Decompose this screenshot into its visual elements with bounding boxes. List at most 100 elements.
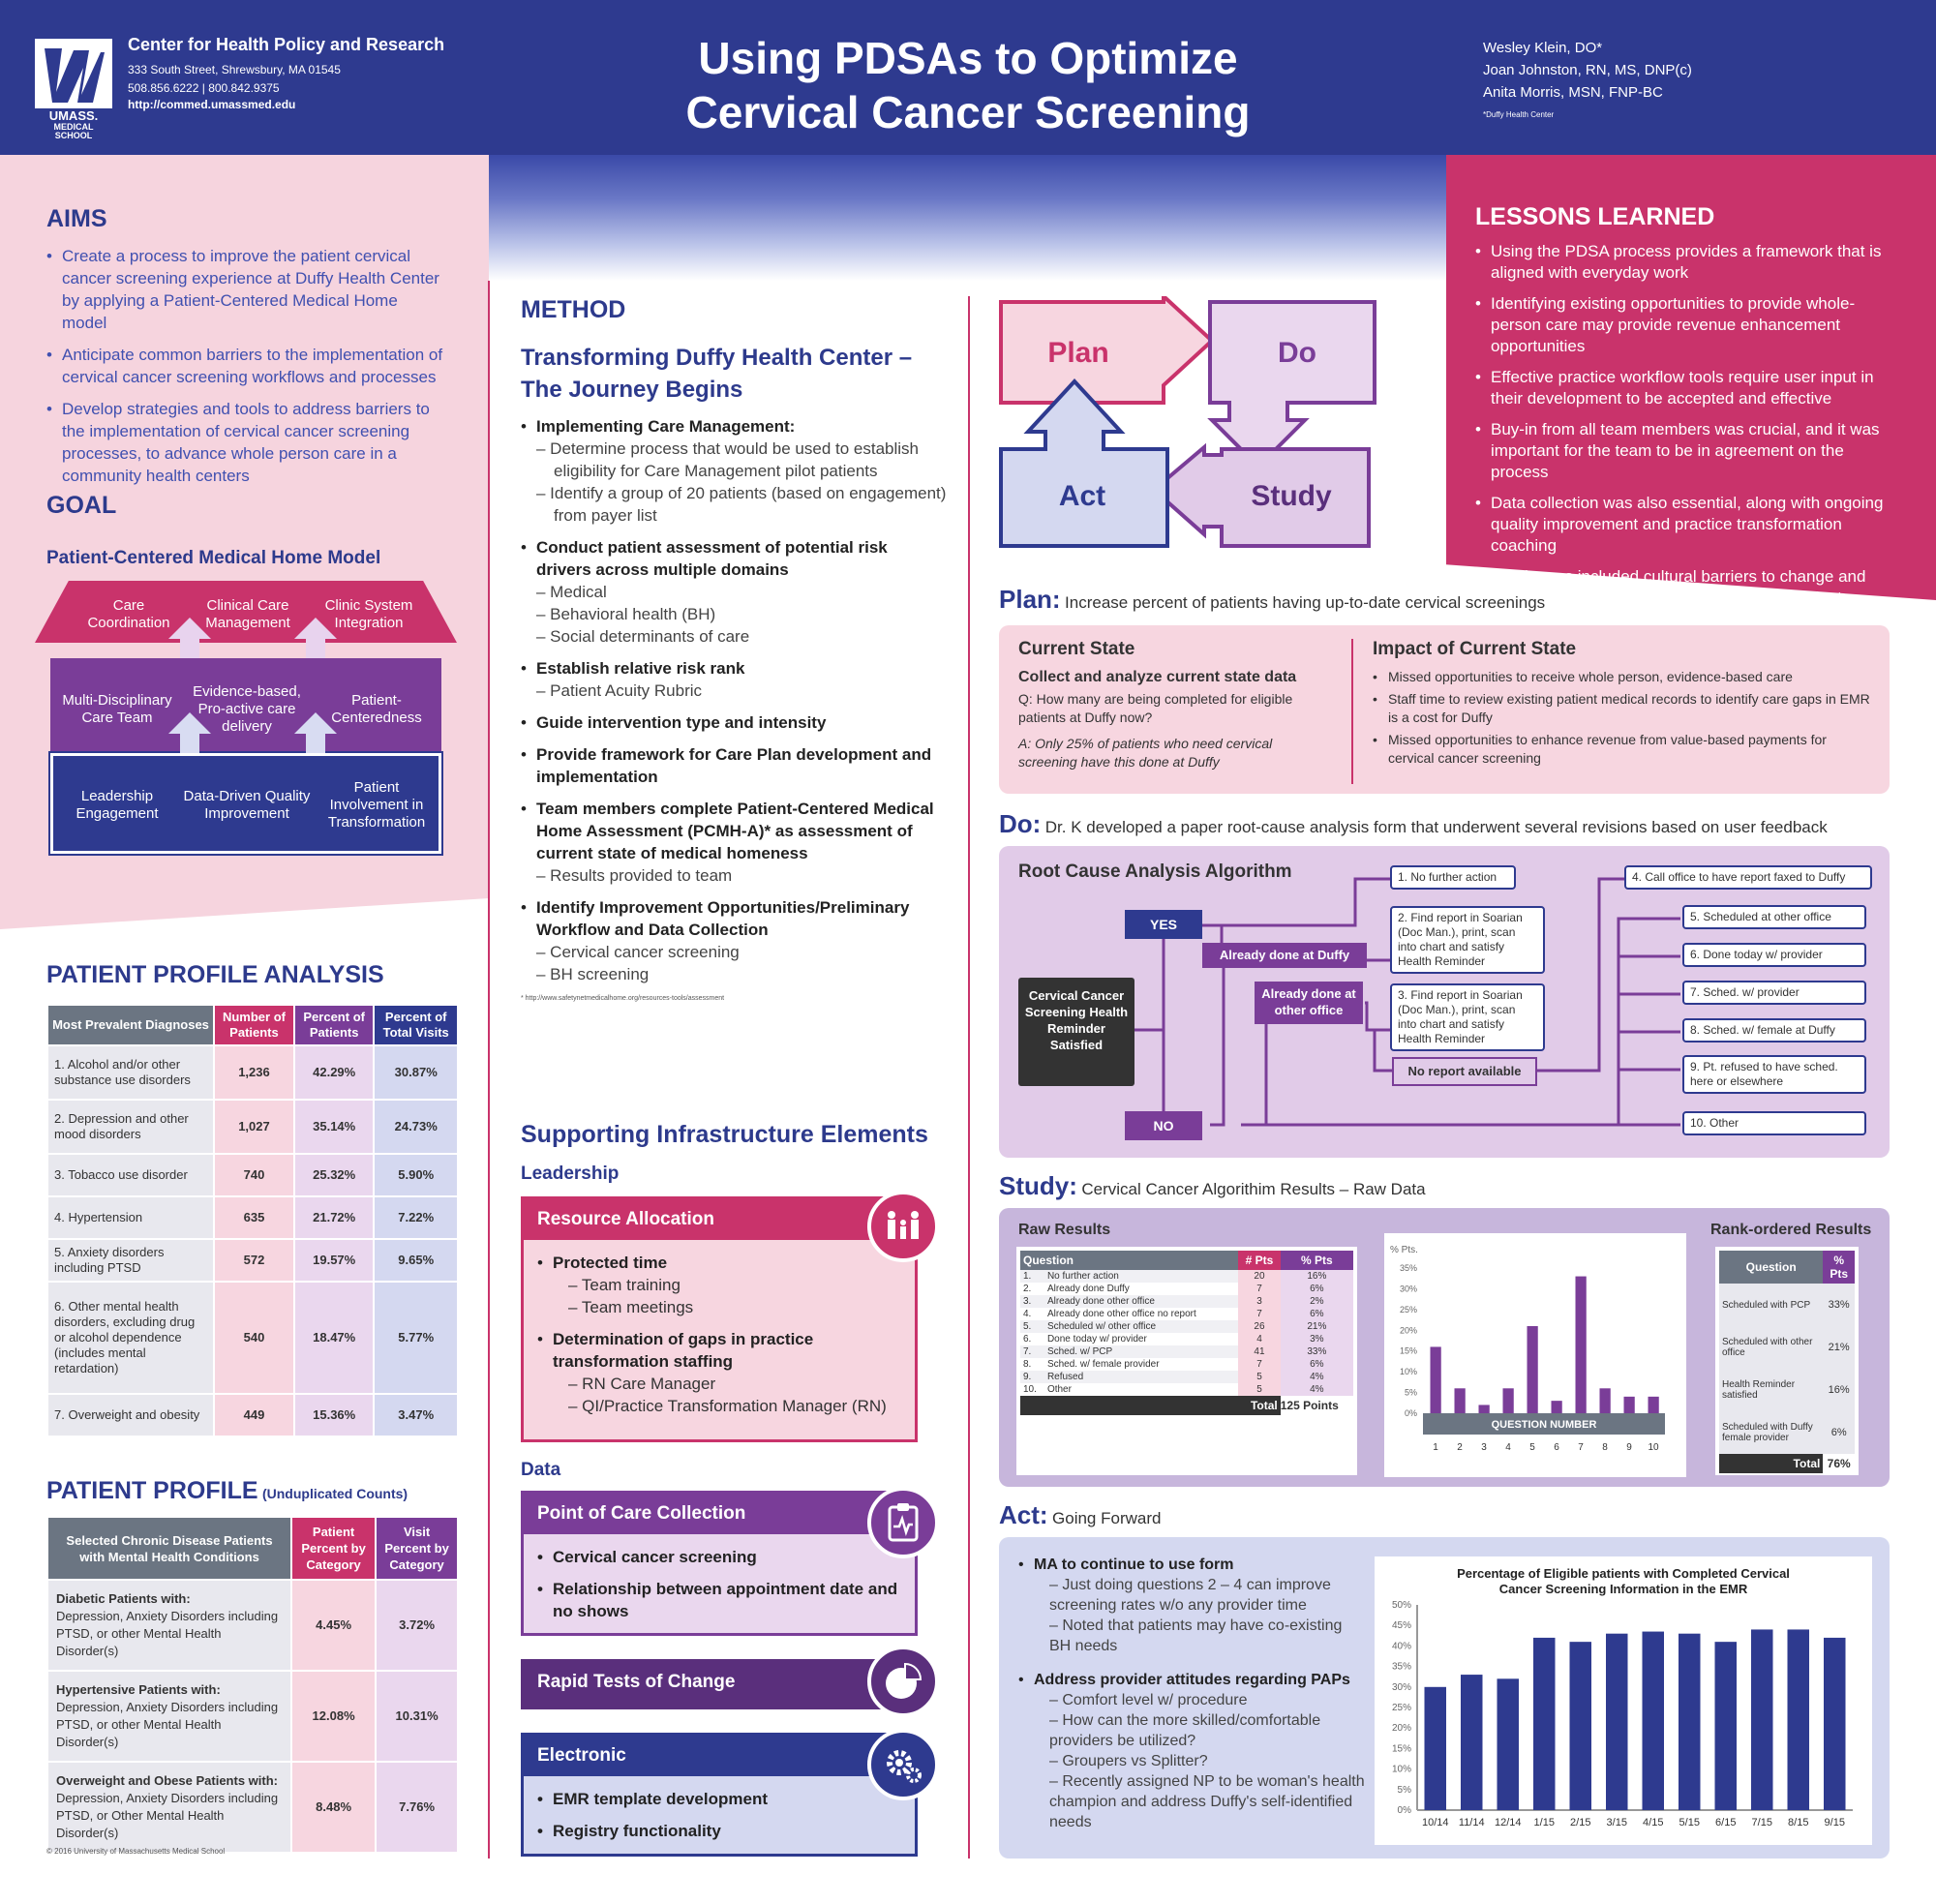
act-item-heading: MA to continue to use form (1034, 1556, 1234, 1573)
row-percent: 21% (1280, 1320, 1353, 1333)
rca-start-node: Cervical Cancer Screening Health Reminde… (1018, 978, 1134, 1086)
rank-table-wrap: Question% Pts Scheduled with PCP 33% Sched… (1715, 1247, 1859, 1475)
author: Anita Morris, MSN, FNP-BC (1483, 84, 1663, 101)
value-cell: 5.90% (373, 1153, 459, 1197)
table-row: 2. Already done Duffy 7 6% (1020, 1283, 1353, 1295)
x-tick-label: 4/15 (1643, 1817, 1663, 1828)
row-percent: 4% (1280, 1383, 1353, 1396)
aims-item: Anticipate common barriers to the implem… (46, 344, 443, 388)
row-number: 10. (1023, 1384, 1037, 1395)
method-subitem: – Cervical cancer screening (536, 943, 740, 961)
author-note: *Duffy Health Center (1483, 110, 1555, 119)
row-count: 7 (1238, 1283, 1281, 1295)
rank-question: Scheduled with other office (1722, 1337, 1813, 1358)
act-subitem: – Just doing questions 2 – 4 can improve… (1049, 1577, 1331, 1614)
resource-subitem: – QI/Practice Transformation Manager (RN… (568, 1397, 887, 1415)
table-row: 4. Hypertension 635 21.72% 7.22% (46, 1195, 459, 1240)
act-subitem: – Recently assigned NP to be woman's hea… (1049, 1773, 1365, 1830)
x-tick-label: 8 (1602, 1442, 1608, 1453)
profile-analysis-heading: PATIENT PROFILE ANALYSIS (46, 961, 384, 988)
resource-item: Protected time – Team training – Team meet… (537, 1252, 901, 1318)
patient-profile-note: (Unduplicated Counts) (261, 1486, 408, 1501)
row-percent: 4% (1280, 1371, 1353, 1383)
column-header: Number of Patients (213, 1004, 295, 1046)
center-name: Center for Health Policy and Research (128, 35, 445, 54)
row-number: 5. (1023, 1321, 1032, 1332)
act-subitem: – Groupers vs Splitter? (1049, 1753, 1208, 1769)
middle-cell: Multi-Disciplinary Care Team (62, 692, 172, 726)
y-tick-label: 35% (1400, 1263, 1417, 1273)
rank-percent: 16% (1828, 1384, 1850, 1396)
y-tick-label: 45% (1392, 1620, 1411, 1631)
center-url[interactable]: http://commed.umassmed.edu (128, 98, 296, 111)
column-header: Question (1719, 1251, 1824, 1284)
pdsa-plan-label: Plan (1047, 337, 1108, 369)
method-item: Identify Improvement Opportunities/Preli… (521, 896, 947, 985)
study-text: Cervical Cancer Algorithim Results – Raw… (1081, 1180, 1426, 1198)
raw-results-chart: % Pts. 0% 5% 10% 15% 20% 25% 30% 35% QUESTION NUM… (1390, 1245, 1665, 1453)
x-tick-label: 12/14 (1495, 1817, 1522, 1828)
plan-label: Plan: (999, 585, 1061, 614)
lesson-item: Data collection was also essential, alon… (1475, 493, 1901, 557)
x-tick-label: 10 (1648, 1442, 1659, 1453)
resource-list: Protected time – Team training – Team meet… (524, 1240, 915, 1436)
data-label: Data (521, 1460, 561, 1480)
x-axis-label: QUESTION NUMBER (1492, 1419, 1597, 1431)
study-header: Study: Cervical Cancer Algorithim Result… (999, 1171, 1426, 1201)
y-tick-label: 25% (1392, 1703, 1411, 1713)
lesson-item: Using the PDSA process provides a framew… (1475, 241, 1901, 284)
value-cell: 35.14% (292, 1099, 376, 1155)
row-number: 9. (1023, 1372, 1032, 1382)
x-tick-label: 5 (1529, 1442, 1535, 1453)
impact-state: Impact of Current State Missed opportuni… (1373, 639, 1876, 771)
poc-item: Relationship between appointment date an… (537, 1578, 901, 1622)
divider (488, 281, 490, 1859)
gears-icon (867, 1729, 939, 1800)
act-subitem: – Noted that patients may have co-existi… (1049, 1617, 1343, 1654)
row-count: 26 (1238, 1320, 1281, 1333)
base-cell: Data-Driven Quality Improvement (183, 788, 311, 822)
bar (1606, 1633, 1628, 1810)
row-question: Sched. w/ PCP (1046, 1346, 1113, 1357)
value-cell: 5.77% (373, 1281, 459, 1395)
author: Wesley Klein, DO* (1483, 40, 1603, 56)
no-node: NO (1125, 1111, 1202, 1140)
bar (1642, 1631, 1664, 1810)
copyright: © 2016 University of Massachusetts Medic… (46, 1847, 226, 1856)
x-tick-label: 3/15 (1607, 1817, 1627, 1828)
table-row: 7. Sched. w/ PCP 41 33% (1020, 1345, 1353, 1358)
x-tick-label: 6 (1554, 1442, 1559, 1453)
bar (1751, 1629, 1773, 1810)
resource-subitem: – Team meetings (568, 1298, 694, 1316)
value-cell: 12.08% (289, 1670, 378, 1763)
y-tick-label: 25% (1400, 1305, 1417, 1315)
electronic-item: EMR template development (537, 1788, 901, 1810)
table-row: 3. Tobacco use disorder 740 25.32% 5.90% (46, 1153, 459, 1197)
plan-header: Plan: Increase percent of patients havin… (999, 585, 1545, 615)
method-item-heading: Team members complete Patient-Centered M… (536, 800, 934, 862)
no-report-node: No report available (1392, 1057, 1537, 1086)
value-cell: 1,236 (213, 1044, 295, 1101)
do-label: Do: (999, 809, 1042, 838)
pdsa-act-label: Act (1059, 480, 1105, 512)
leadership-label: Leadership (521, 1164, 620, 1184)
act-item-heading: Address provider attitudes regarding PAP… (1034, 1672, 1350, 1688)
diagnosis-cell: 2. Depression and other mood disorders (46, 1099, 215, 1155)
bar (1599, 1388, 1611, 1413)
rank-percent: 21% (1828, 1342, 1850, 1353)
aims-item: Create a process to improve the patient … (46, 245, 443, 334)
value-cell: 572 (213, 1238, 295, 1283)
x-tick-label: 11/14 (1459, 1817, 1485, 1828)
rank-question: Scheduled with Duffy female provider (1722, 1422, 1813, 1443)
middle-cell: Evidence-based, Pro-active care delivery (193, 683, 301, 735)
bar (1497, 1678, 1519, 1810)
outcome-10: 10. Other (1682, 1111, 1866, 1135)
row-desc: Depression, Anxiety Disorders including … (56, 1609, 279, 1658)
bar (1430, 1346, 1441, 1413)
value-cell: 9.65% (373, 1238, 459, 1283)
rapid-tests-box: Rapid Tests of Change (521, 1659, 918, 1709)
value-cell: 18.47% (292, 1281, 376, 1395)
author: Joan Johnston, RN, MS, DNP(c) (1483, 62, 1692, 78)
row-percent: 2% (1280, 1295, 1353, 1308)
row-question: No further action (1046, 1271, 1119, 1282)
